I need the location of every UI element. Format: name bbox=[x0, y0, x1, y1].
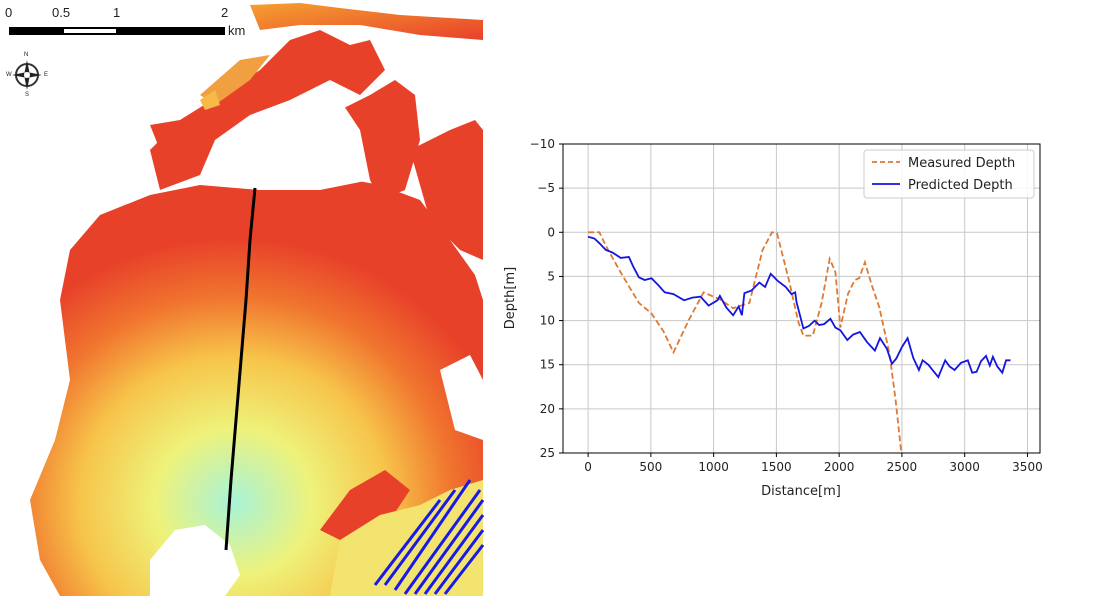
legend: Measured Depth Predicted Depth bbox=[863, 149, 1035, 199]
y-tick-label: 5 bbox=[547, 269, 555, 283]
x-tick-label: 1500 bbox=[761, 460, 792, 474]
y-axis-label: Depth[m] bbox=[503, 267, 518, 329]
scale-bar bbox=[9, 27, 225, 35]
compass-e: E bbox=[44, 72, 49, 78]
transect-line bbox=[224, 187, 257, 551]
legend-measured-label: Measured Depth bbox=[908, 156, 1015, 171]
map-deep-streaks bbox=[373, 479, 484, 595]
y-tick-label: 15 bbox=[540, 358, 555, 372]
scalebar-tick-0: 0 bbox=[5, 5, 13, 20]
measured-depth-line bbox=[588, 231, 903, 454]
predicted-depth-line bbox=[587, 235, 1011, 379]
x-tick-label: 2000 bbox=[824, 460, 855, 474]
x-tick-label: 1000 bbox=[698, 460, 729, 474]
map-land-mask bbox=[30, 3, 483, 596]
scalebar-unit: km bbox=[228, 23, 246, 38]
y-tick-label: 10 bbox=[540, 314, 555, 328]
y-tick-label: 0 bbox=[547, 225, 555, 239]
scalebar-tick-2: 2 bbox=[221, 5, 229, 20]
x-tick-label: 2500 bbox=[887, 460, 918, 474]
compass-w: W bbox=[6, 72, 12, 78]
y-tick-label: −10 bbox=[530, 137, 555, 151]
compass-n: N bbox=[24, 52, 29, 58]
bathymetry-map bbox=[9, 3, 484, 596]
compass-rose-icon bbox=[12, 60, 42, 90]
y-tick-label: −5 bbox=[537, 181, 555, 195]
x-tick-label: 0 bbox=[584, 460, 592, 474]
legend-predicted-label: Predicted Depth bbox=[908, 178, 1013, 193]
x-tick-label: 3000 bbox=[949, 460, 980, 474]
y-tick-label: 20 bbox=[540, 402, 555, 416]
plot-frame bbox=[562, 143, 1041, 454]
compass-s: S bbox=[25, 92, 30, 98]
x-tick-label: 3500 bbox=[1012, 460, 1043, 474]
scalebar-tick-0-5: 0.5 bbox=[52, 5, 71, 20]
y-tick-label: 25 bbox=[540, 446, 555, 460]
scalebar-tick-1: 1 bbox=[113, 5, 121, 20]
x-axis-label: Distance[m] bbox=[761, 484, 841, 499]
x-tick-label: 500 bbox=[639, 460, 662, 474]
